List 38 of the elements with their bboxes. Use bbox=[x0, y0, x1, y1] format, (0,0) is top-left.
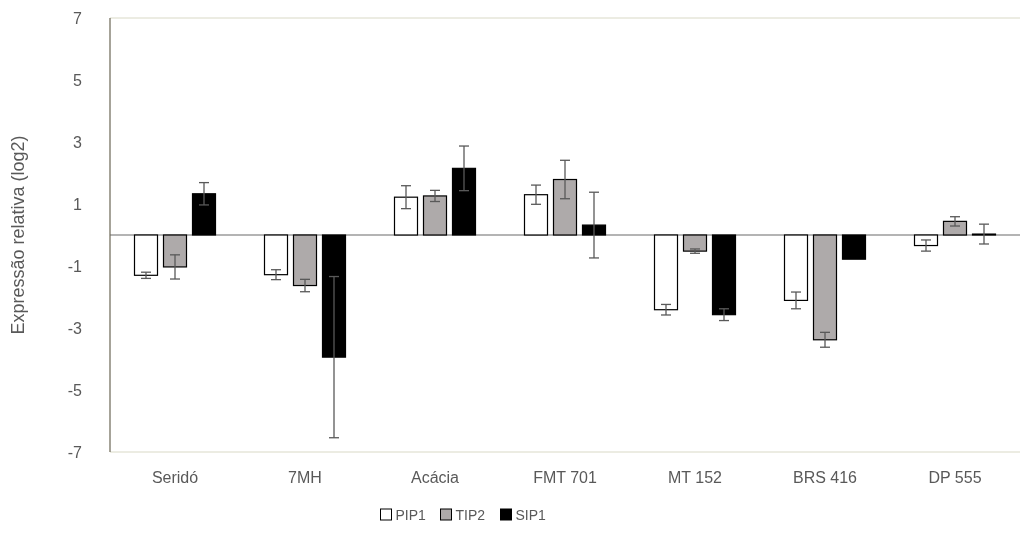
bar bbox=[292, 234, 318, 287]
y-tick-label: 3 bbox=[73, 133, 83, 151]
x-tick-label: Acácia bbox=[410, 469, 460, 486]
y-tick-label: 5 bbox=[73, 71, 83, 89]
bar bbox=[523, 194, 549, 236]
x-tick-label: BRS 416 bbox=[792, 469, 858, 486]
bar bbox=[552, 178, 578, 236]
x-tick-label: 7MH bbox=[288, 469, 322, 486]
bar bbox=[393, 196, 419, 236]
legend-label: TIP2 bbox=[455, 507, 486, 523]
legend-label: SIP1 bbox=[515, 507, 547, 523]
y-tick-label: 1 bbox=[73, 195, 83, 213]
bar bbox=[682, 234, 708, 252]
bar bbox=[942, 220, 968, 236]
bar bbox=[812, 234, 838, 341]
bar bbox=[422, 195, 448, 236]
x-tick-label: FMT 701 bbox=[533, 469, 597, 486]
legend-label: PIP1 bbox=[395, 507, 427, 523]
y-axis-title: Expressão relativa (log2) bbox=[8, 135, 28, 335]
x-tick-label: DP 555 bbox=[928, 469, 982, 486]
x-tick-label: Seridó bbox=[151, 469, 199, 486]
y-tick-label: -1 bbox=[67, 257, 83, 275]
bar bbox=[263, 234, 289, 276]
y-tick-label: -3 bbox=[67, 319, 83, 337]
bar bbox=[133, 234, 159, 276]
bar bbox=[321, 234, 347, 358]
bar bbox=[451, 167, 477, 236]
y-tick-label: -5 bbox=[67, 381, 83, 399]
x-tick-label: MT 152 bbox=[668, 469, 723, 486]
bar bbox=[711, 234, 737, 316]
bar bbox=[191, 193, 217, 236]
bar bbox=[653, 234, 679, 311]
y-tick-label: 7 bbox=[73, 9, 83, 27]
y-tick-label: -7 bbox=[67, 443, 83, 461]
bar bbox=[162, 234, 188, 268]
bar bbox=[783, 234, 809, 302]
bar bbox=[841, 234, 867, 260]
bar bbox=[581, 224, 607, 236]
